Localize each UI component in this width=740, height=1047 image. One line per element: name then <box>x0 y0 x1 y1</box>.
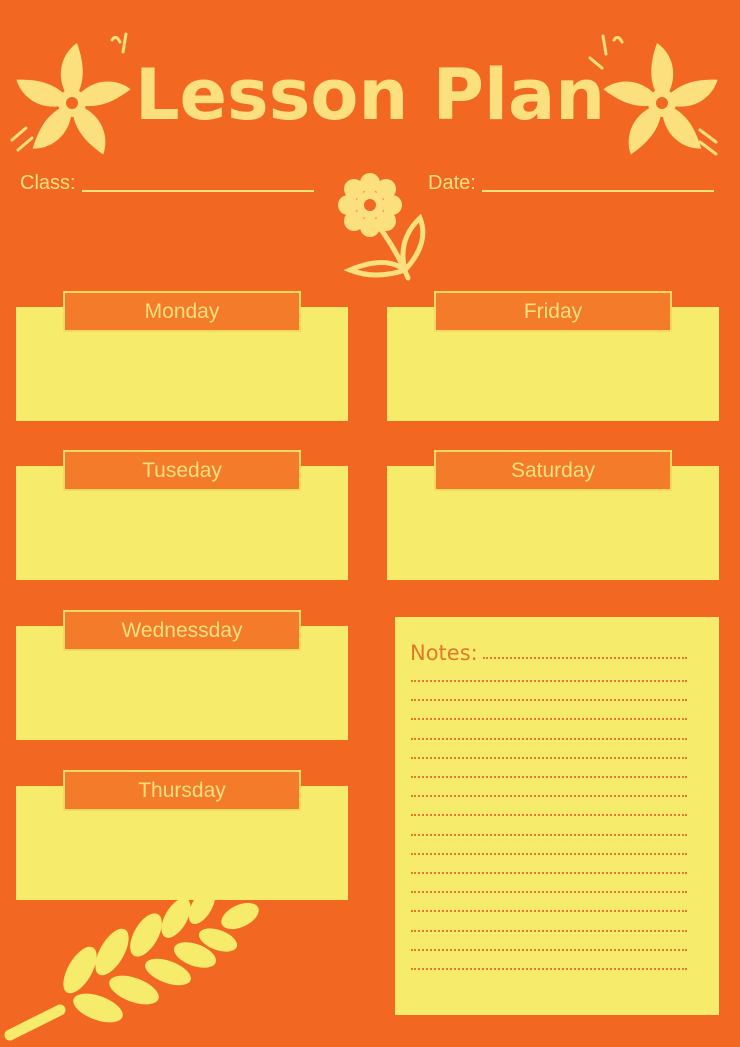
flower-icon-right <box>588 34 718 156</box>
notes-line[interactable] <box>411 699 687 702</box>
notes-panel[interactable]: Notes: <box>395 617 719 1015</box>
notes-line[interactable] <box>483 657 687 659</box>
tuesday-tab: Tuseday <box>63 450 301 491</box>
notes-line[interactable] <box>411 891 687 894</box>
page-title: Lesson Plan <box>134 54 606 136</box>
saturday-tab: Saturday <box>434 450 672 491</box>
notes-line[interactable] <box>411 948 687 951</box>
thursday-tab: Thursday <box>63 770 301 811</box>
flower-icon-left <box>10 32 131 155</box>
notes-line[interactable] <box>411 929 687 932</box>
notes-line[interactable] <box>411 737 687 740</box>
notes-line[interactable] <box>411 795 687 798</box>
notes-line[interactable] <box>411 910 687 913</box>
wednesday-tab: Wednessday <box>63 610 301 651</box>
friday-tab: Friday <box>434 291 672 332</box>
notes-line[interactable] <box>411 814 687 817</box>
notes-line[interactable] <box>411 833 687 836</box>
wheat-icon <box>4 887 259 1041</box>
daisy-icon <box>338 173 426 281</box>
date-line[interactable] <box>481 190 714 192</box>
notes-line[interactable] <box>411 680 687 682</box>
notes-line[interactable] <box>411 776 687 778</box>
notes-line[interactable] <box>411 852 687 855</box>
notes-line[interactable] <box>411 872 687 874</box>
notes-label: Notes: <box>410 641 478 665</box>
class-label: Class: <box>20 172 76 194</box>
monday-tab: Monday <box>63 291 301 332</box>
date-label: Date: <box>428 172 476 194</box>
date-field[interactable]: Date: <box>428 172 714 195</box>
notes-line[interactable] <box>411 718 687 721</box>
notes-line[interactable] <box>411 968 687 970</box>
notes-line[interactable] <box>411 756 687 759</box>
class-field[interactable]: Class: <box>20 172 314 195</box>
class-line[interactable] <box>81 190 314 192</box>
